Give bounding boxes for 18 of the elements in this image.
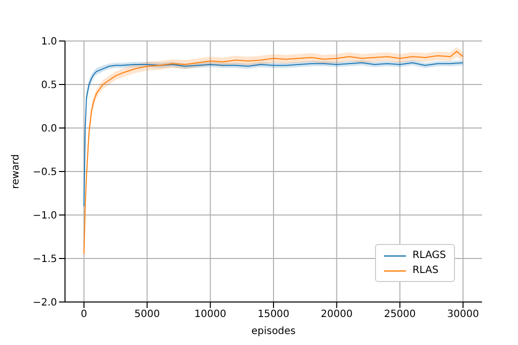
y-tick-label: 0.0 [41, 124, 57, 135]
y-axis-title: reward [10, 154, 22, 189]
y-tick-label: −2.0 [32, 298, 57, 309]
x-axis-title: episodes [251, 326, 296, 337]
x-tick-label: 10000 [194, 309, 226, 320]
y-tick-label: −0.5 [32, 167, 57, 178]
x-tick-label: 15000 [258, 309, 290, 320]
legend-label: RLAS [412, 264, 438, 278]
x-tick-label: 5000 [134, 309, 160, 320]
y-tick-label: 1.0 [41, 36, 57, 48]
legend-label: RLAGS [412, 249, 446, 263]
x-tick-label: 0 [80, 309, 88, 320]
y-tick-label: −1.5 [32, 254, 57, 266]
x-tick-label: 30000 [447, 309, 479, 320]
y-tick-label: −1.0 [32, 210, 57, 222]
x-tick-label: 25000 [384, 309, 416, 320]
x-tick-label: 20000 [320, 309, 353, 320]
y-tick-label: 0.5 [41, 80, 57, 92]
